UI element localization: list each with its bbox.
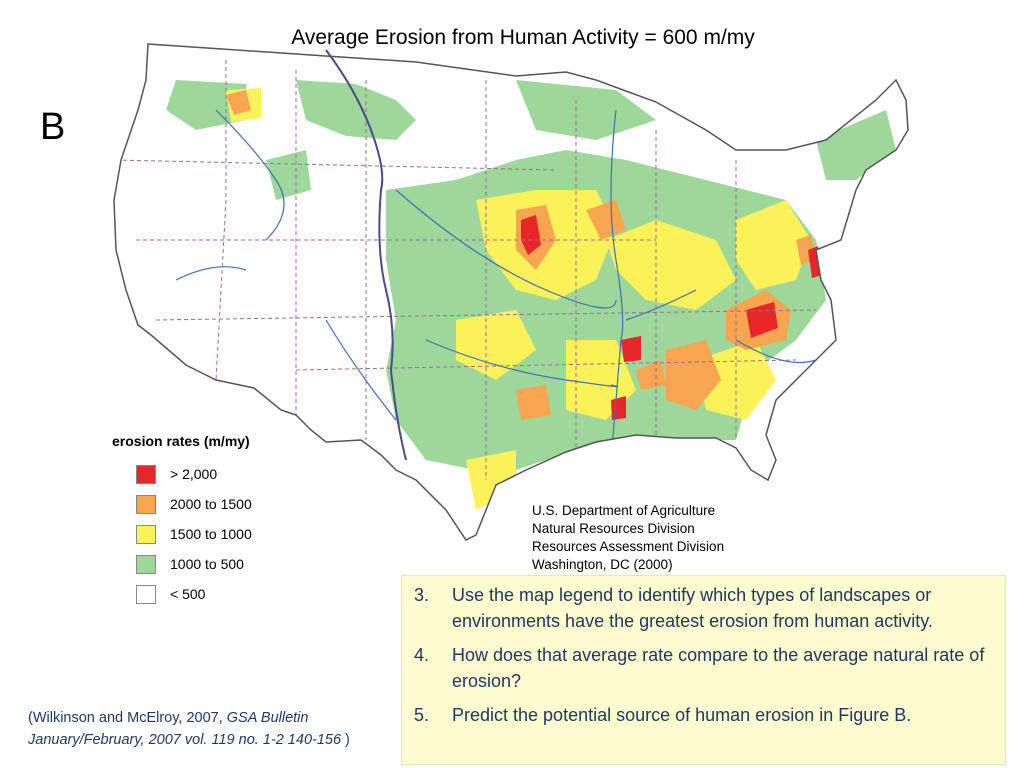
question-number: 4. bbox=[414, 645, 430, 665]
region-2000-to-1500 bbox=[226, 90, 816, 420]
source-attribution: U.S. Department of Agriculture Natural R… bbox=[532, 502, 724, 574]
continental-divide bbox=[325, 49, 407, 461]
us-erosion-map bbox=[96, 40, 936, 560]
citation-suffix: ) bbox=[341, 732, 350, 748]
legend-label: 1000 to 500 bbox=[170, 556, 244, 572]
source-line: Natural Resources Division bbox=[532, 521, 695, 536]
legend-title: erosion rates (m/my) bbox=[112, 433, 250, 449]
legend-item: 2000 to 1500 bbox=[108, 489, 308, 519]
citation-details: January/February, 2007 vol. 119 no. 1-2 … bbox=[28, 732, 342, 748]
legend-item: 1000 to 500 bbox=[108, 549, 308, 579]
state-boundaries bbox=[115, 60, 817, 480]
question-text: Predict the potential source of human er… bbox=[452, 705, 912, 725]
legend-swatch bbox=[136, 554, 156, 574]
citation-prefix: (Wilkinson and McElroy, 2007, bbox=[28, 710, 227, 726]
citation: (Wilkinson and McElroy, 2007, GSA Bullet… bbox=[28, 707, 398, 751]
source-line: U.S. Department of Agriculture bbox=[532, 503, 716, 518]
legend-label: > 2,000 bbox=[170, 466, 218, 482]
legend-item: 1500 to 1000 bbox=[108, 519, 308, 549]
question-number: 5. bbox=[414, 705, 430, 725]
rivers bbox=[175, 109, 817, 461]
legend-swatch bbox=[136, 494, 156, 514]
legend-swatch bbox=[136, 524, 156, 544]
legend-label: < 500 bbox=[170, 586, 206, 602]
source-line: Resources Assessment Division bbox=[532, 539, 725, 554]
legend-label: 1500 to 1000 bbox=[170, 526, 252, 542]
region-1500-to-1000 bbox=[226, 88, 811, 510]
question-item: 4. How does that average rate compare to… bbox=[414, 642, 991, 694]
question-item: 5. Predict the potential source of human… bbox=[414, 702, 991, 728]
panel-letter: B bbox=[40, 106, 66, 148]
legend-swatch bbox=[136, 584, 156, 604]
question-number: 3. bbox=[414, 585, 430, 605]
map-legend: erosion rates (m/my) > 2,000 2000 to 150… bbox=[108, 433, 308, 609]
questions-box: 3. Use the map legend to identify which … bbox=[401, 575, 1006, 765]
legend-label: 2000 to 1500 bbox=[170, 496, 252, 512]
source-line: Washington, DC (2000) bbox=[532, 557, 673, 572]
legend-item: > 2,000 bbox=[108, 459, 308, 489]
question-text: How does that average rate compare to th… bbox=[452, 645, 985, 691]
question-text: Use the map legend to identify which typ… bbox=[452, 585, 933, 631]
legend-item: < 500 bbox=[108, 579, 308, 609]
question-item: 3. Use the map legend to identify which … bbox=[414, 582, 991, 634]
legend-swatch bbox=[136, 464, 156, 484]
citation-journal: GSA Bulletin bbox=[226, 710, 309, 726]
slide-title: Average Erosion from Human Activity = 60… bbox=[291, 26, 755, 49]
